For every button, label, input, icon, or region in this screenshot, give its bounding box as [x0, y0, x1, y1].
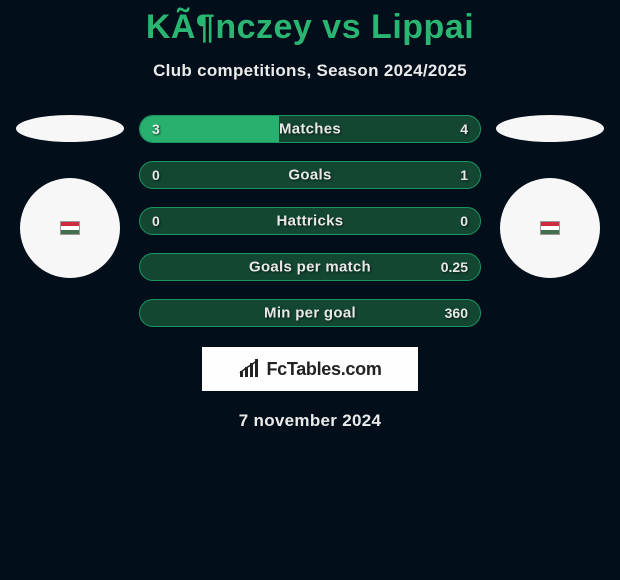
comparison-content: 3 Matches 4 0 Goals 1 0 Hattricks 0 Goal… [0, 115, 620, 327]
stat-bar-goals: 0 Goals 1 [139, 161, 481, 189]
player-right-side [495, 115, 605, 278]
player-right-avatar [500, 178, 600, 278]
stat-bars: 3 Matches 4 0 Goals 1 0 Hattricks 0 Goal… [139, 115, 481, 327]
flag-icon [60, 221, 80, 235]
stat-label: Goals per match [249, 259, 371, 276]
stat-label: Min per goal [264, 305, 356, 322]
player-left-side [15, 115, 125, 278]
footer-brand-box: FcTables.com [202, 347, 418, 391]
player-left-name-plate [16, 115, 124, 142]
stat-right-value: 4 [460, 121, 468, 137]
stat-bar-min-per-goal: Min per goal 360 [139, 299, 481, 327]
subtitle: Club competitions, Season 2024/2025 [0, 61, 620, 81]
player-left-avatar [20, 178, 120, 278]
player-right-name-plate [496, 115, 604, 142]
chart-icon [238, 359, 262, 379]
stat-bar-fill [140, 116, 279, 142]
stat-right-value: 360 [445, 305, 468, 321]
stat-bar-matches: 3 Matches 4 [139, 115, 481, 143]
stat-label: Hattricks [277, 213, 344, 230]
stat-right-value: 0.25 [441, 259, 468, 275]
stat-left-value: 0 [152, 167, 160, 183]
footer-brand-text: FcTables.com [266, 359, 381, 380]
stat-right-value: 1 [460, 167, 468, 183]
date-text: 7 november 2024 [0, 411, 620, 431]
stat-bar-goals-per-match: Goals per match 0.25 [139, 253, 481, 281]
stat-label: Goals [288, 167, 331, 184]
stat-right-value: 0 [460, 213, 468, 229]
stat-label: Matches [279, 121, 341, 138]
stat-bar-hattricks: 0 Hattricks 0 [139, 207, 481, 235]
flag-icon [540, 221, 560, 235]
stat-left-value: 0 [152, 213, 160, 229]
stat-left-value: 3 [152, 121, 160, 137]
page-title: KÃ¶nczey vs Lippai [0, 0, 620, 47]
